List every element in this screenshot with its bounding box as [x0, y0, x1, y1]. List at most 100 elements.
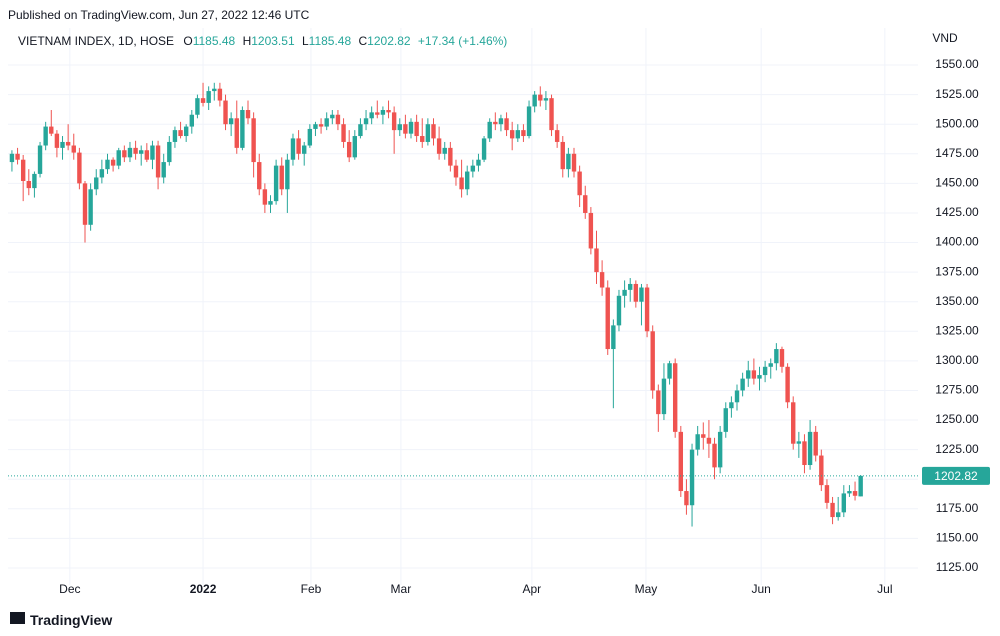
- candle-body: [852, 491, 858, 496]
- x-tick-label: Jun: [752, 582, 771, 596]
- candle-body: [723, 408, 728, 432]
- x-tick-label: Mar: [391, 582, 412, 596]
- candle-body: [133, 147, 138, 154]
- candle-body: [706, 437, 712, 444]
- x-tick-label: Jul: [877, 582, 892, 596]
- candle-body: [257, 162, 262, 190]
- candle-body: [324, 118, 329, 127]
- candle-body: [746, 370, 751, 379]
- candle-body: [577, 171, 582, 196]
- candle-body: [611, 325, 616, 350]
- candle-body: [290, 138, 296, 160]
- candle-body: [616, 295, 622, 326]
- candle-body: [521, 130, 526, 137]
- candle-body: [841, 493, 847, 513]
- y-tick-label: 1275.00: [935, 383, 979, 397]
- candle-body: [594, 248, 599, 273]
- y-tick-label: 1475.00: [935, 146, 979, 160]
- candle-body: [819, 455, 824, 486]
- candle-body: [549, 98, 554, 131]
- candle-body: [245, 110, 251, 119]
- ohlc-key: L: [301, 34, 309, 48]
- candle-body: [296, 138, 301, 154]
- candle-body: [386, 110, 391, 113]
- y-tick-label: 1150.00: [936, 531, 979, 545]
- candle-body: [588, 212, 594, 249]
- candle-body: [302, 145, 307, 154]
- candle-body: [672, 363, 678, 432]
- candle-body: [695, 434, 700, 450]
- candle-body: [94, 177, 99, 190]
- ohlc-value: 1185.48: [192, 34, 236, 48]
- ohlc-value: 1185.48: [308, 34, 352, 48]
- candle-body: [116, 150, 121, 166]
- candle-body: [779, 349, 785, 367]
- candle-body: [847, 491, 852, 494]
- candle-body: [228, 118, 234, 125]
- candle-body: [77, 152, 82, 184]
- candle-body: [330, 114, 335, 119]
- candle-body: [481, 138, 487, 160]
- candle-body: [431, 124, 436, 139]
- candle-body: [650, 331, 655, 391]
- y-tick-label: 1550.00: [935, 57, 979, 71]
- candle-body: [498, 118, 504, 125]
- ohlc-value: 1202.82: [367, 34, 411, 48]
- candle-body: [88, 189, 93, 225]
- candle-body: [161, 162, 166, 178]
- candle-body: [622, 289, 627, 296]
- candle-body: [835, 512, 841, 518]
- candle-body: [82, 183, 88, 225]
- candle-body: [768, 363, 773, 367]
- candle-body: [110, 159, 116, 166]
- candle-body: [54, 133, 60, 148]
- candle-body: [554, 130, 560, 142]
- candle-body: [425, 124, 431, 142]
- candle-body: [470, 165, 476, 172]
- candle-body: [307, 128, 313, 146]
- candle-body: [20, 159, 26, 182]
- candle-body: [504, 118, 509, 131]
- brand-logo: [10, 612, 25, 624]
- x-tick-label: May: [635, 582, 658, 596]
- candle-body: [363, 118, 369, 125]
- symbol-title: VIETNAM INDEX, 1D, HOSE: [18, 34, 175, 48]
- candle-body: [358, 124, 363, 137]
- candle-body: [375, 112, 380, 115]
- candle-body: [493, 121, 498, 125]
- candle-body: [268, 201, 273, 205]
- candle-body: [701, 434, 706, 438]
- candle-body: [689, 449, 695, 506]
- candle-body: [37, 145, 43, 174]
- change-label: +17.34 (+1.46%): [417, 34, 508, 48]
- candle-body: [32, 173, 37, 189]
- candle-body: [571, 153, 577, 172]
- candle-body: [628, 283, 633, 290]
- legend: VIETNAM INDEX, 1D, HOSE O1185.48 H1203.5…: [18, 34, 511, 48]
- candle-body: [279, 165, 284, 190]
- candle-body: [318, 124, 324, 127]
- candle-body: [734, 390, 740, 403]
- candle-body: [436, 138, 442, 154]
- candle-body: [757, 375, 762, 379]
- candle-body: [633, 283, 639, 302]
- candle-body: [391, 112, 397, 131]
- candle-body: [122, 150, 127, 158]
- candle-body: [824, 485, 830, 503]
- candle-body: [167, 141, 172, 163]
- candle-body: [639, 287, 644, 302]
- candle-body: [380, 110, 386, 115]
- candle-body: [729, 402, 734, 409]
- candle-body: [459, 177, 464, 190]
- candle-body: [796, 441, 802, 444]
- y-tick-label: 1250.00: [935, 412, 979, 426]
- candle-body: [139, 150, 144, 154]
- last-price-tag: [922, 466, 990, 485]
- y-tick-label: 1425.00: [935, 205, 979, 219]
- candle-body: [9, 153, 15, 163]
- candle-body: [448, 147, 453, 166]
- candle-body: [183, 126, 189, 137]
- candle-body: [206, 91, 211, 103]
- candle-body: [285, 159, 290, 190]
- candle-body: [656, 390, 661, 415]
